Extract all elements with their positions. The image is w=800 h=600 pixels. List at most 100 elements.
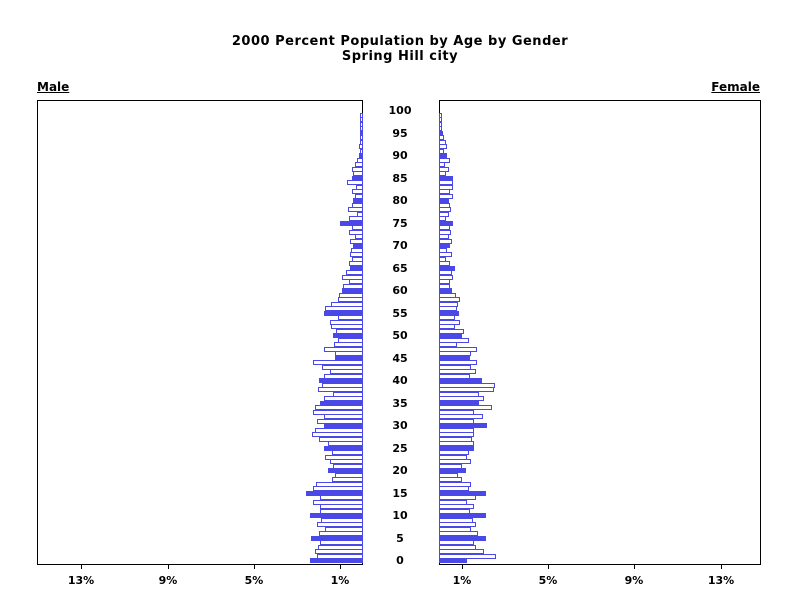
age-tick-label-90: 90 xyxy=(392,149,408,162)
age-tick-label-20: 20 xyxy=(392,464,408,477)
female-bar-age-33 xyxy=(439,410,474,415)
female-bar-age-59 xyxy=(439,293,456,298)
female-bar-age-75 xyxy=(439,221,453,226)
male-tick-9% xyxy=(168,564,169,569)
female-bar-age-49 xyxy=(439,338,469,343)
female-bar-age-7 xyxy=(439,527,471,532)
female-bar-age-53 xyxy=(439,320,460,325)
female-tick-label-9%: 9% xyxy=(624,574,644,587)
female-bar-age-5 xyxy=(439,536,486,541)
male-bar-age-75 xyxy=(340,221,363,226)
male-bar-age-33 xyxy=(313,410,363,415)
male-bar-age-15 xyxy=(306,491,363,496)
female-bar-age-97 xyxy=(439,122,442,127)
female-bar-age-67 xyxy=(439,257,446,262)
male-bar-age-76 xyxy=(349,216,363,221)
male-bar-age-45 xyxy=(335,356,363,361)
female-bar-age-81 xyxy=(439,194,453,199)
male-bar-age-97 xyxy=(360,122,363,127)
male-bar-age-83 xyxy=(356,185,363,190)
male-bar-age-31 xyxy=(317,419,363,424)
female-bar-age-83 xyxy=(439,185,453,190)
age-tick-label-5: 5 xyxy=(396,532,404,545)
age-tick-label-15: 15 xyxy=(392,487,408,500)
female-bar-age-31 xyxy=(439,419,474,424)
female-bar-age-21 xyxy=(439,464,462,469)
male-bar-age-1 xyxy=(317,554,363,559)
male-bar-age-79 xyxy=(352,203,363,208)
female-bar-age-57 xyxy=(439,302,458,307)
female-bar-age-13 xyxy=(439,500,467,505)
male-bar-age-67 xyxy=(352,257,363,262)
chart-title-line1: 2000 Percent Population by Age by Gender xyxy=(231,34,569,49)
male-bar-age-11 xyxy=(320,509,363,514)
male-bar-age-81 xyxy=(355,194,363,199)
age-tick-label-35: 35 xyxy=(392,397,408,410)
male-axis-label: Male xyxy=(37,80,70,94)
male-bar-age-59 xyxy=(339,293,363,298)
male-tick-label-1%: 1% xyxy=(330,574,350,587)
male-bar-age-3 xyxy=(318,545,363,550)
male-bar-age-85 xyxy=(352,176,363,181)
female-bar-age-47 xyxy=(439,347,477,352)
male-bar-age-41 xyxy=(324,374,363,379)
age-tick-label-75: 75 xyxy=(392,217,408,230)
male-bar-age-57 xyxy=(331,302,363,307)
female-bar-age-25 xyxy=(439,446,474,451)
female-bar-age-95 xyxy=(439,131,443,136)
chart-title-line2: Spring Hill city xyxy=(341,49,459,64)
male-bar-age-89 xyxy=(357,158,363,163)
male-bar-age-91 xyxy=(360,149,363,154)
male-bar-age-51 xyxy=(336,329,363,334)
age-tick-label-45: 45 xyxy=(392,352,408,365)
male-bar-age-29 xyxy=(315,428,363,433)
male-tick-13% xyxy=(81,564,82,569)
female-bar-age-11 xyxy=(439,509,470,514)
male-bar-age-23 xyxy=(325,455,363,460)
age-tick-label-85: 85 xyxy=(392,172,408,185)
age-tick-label-0: 0 xyxy=(396,554,404,567)
male-tick-label-13%: 13% xyxy=(67,574,95,587)
age-tick-label-70: 70 xyxy=(392,239,408,252)
female-bar-age-85 xyxy=(439,176,453,181)
female-tick-9% xyxy=(634,564,635,569)
male-bar-age-7 xyxy=(325,527,363,532)
female-tick-label-13%: 13% xyxy=(707,574,735,587)
male-bar-age-55 xyxy=(324,311,363,316)
female-bar-age-73 xyxy=(439,230,451,235)
age-tick-label-100: 100 xyxy=(388,104,412,117)
female-panel xyxy=(439,100,761,565)
female-bar-age-15 xyxy=(439,491,486,496)
age-tick-label-25: 25 xyxy=(392,442,408,455)
female-bar-age-65 xyxy=(439,266,455,271)
male-bar-age-17 xyxy=(316,482,363,487)
female-bar-age-43 xyxy=(439,365,471,370)
age-tick-label-80: 80 xyxy=(392,194,408,207)
female-bar-age-45 xyxy=(439,356,470,361)
age-tick-label-50: 50 xyxy=(392,329,408,342)
age-tick-label-55: 55 xyxy=(392,307,408,320)
female-bar-age-69 xyxy=(439,248,447,253)
female-bar-age-77 xyxy=(439,212,449,217)
male-tick-5% xyxy=(254,564,255,569)
male-bar-age-25 xyxy=(324,446,363,451)
female-bar-age-93 xyxy=(439,140,446,145)
female-bar-age-9 xyxy=(439,518,473,523)
male-bar-age-39 xyxy=(322,383,363,388)
female-tick-5% xyxy=(548,564,549,569)
female-bar-age-71 xyxy=(439,239,452,244)
male-bar-age-69 xyxy=(351,248,363,253)
age-tick-label-10: 10 xyxy=(392,509,408,522)
female-bar-age-51 xyxy=(439,329,464,334)
female-bar-age-37 xyxy=(439,392,479,397)
female-bar-age-89 xyxy=(439,158,450,163)
female-bar-age-3 xyxy=(439,545,476,550)
female-bar-age-1 xyxy=(439,554,496,559)
male-bar-age-95 xyxy=(360,131,363,136)
female-bar-age-87 xyxy=(439,167,449,172)
male-bar-age-93 xyxy=(360,140,363,145)
female-bar-age-61 xyxy=(439,284,450,289)
female-bar-age-99 xyxy=(439,113,442,118)
male-bar-age-99 xyxy=(360,113,363,118)
